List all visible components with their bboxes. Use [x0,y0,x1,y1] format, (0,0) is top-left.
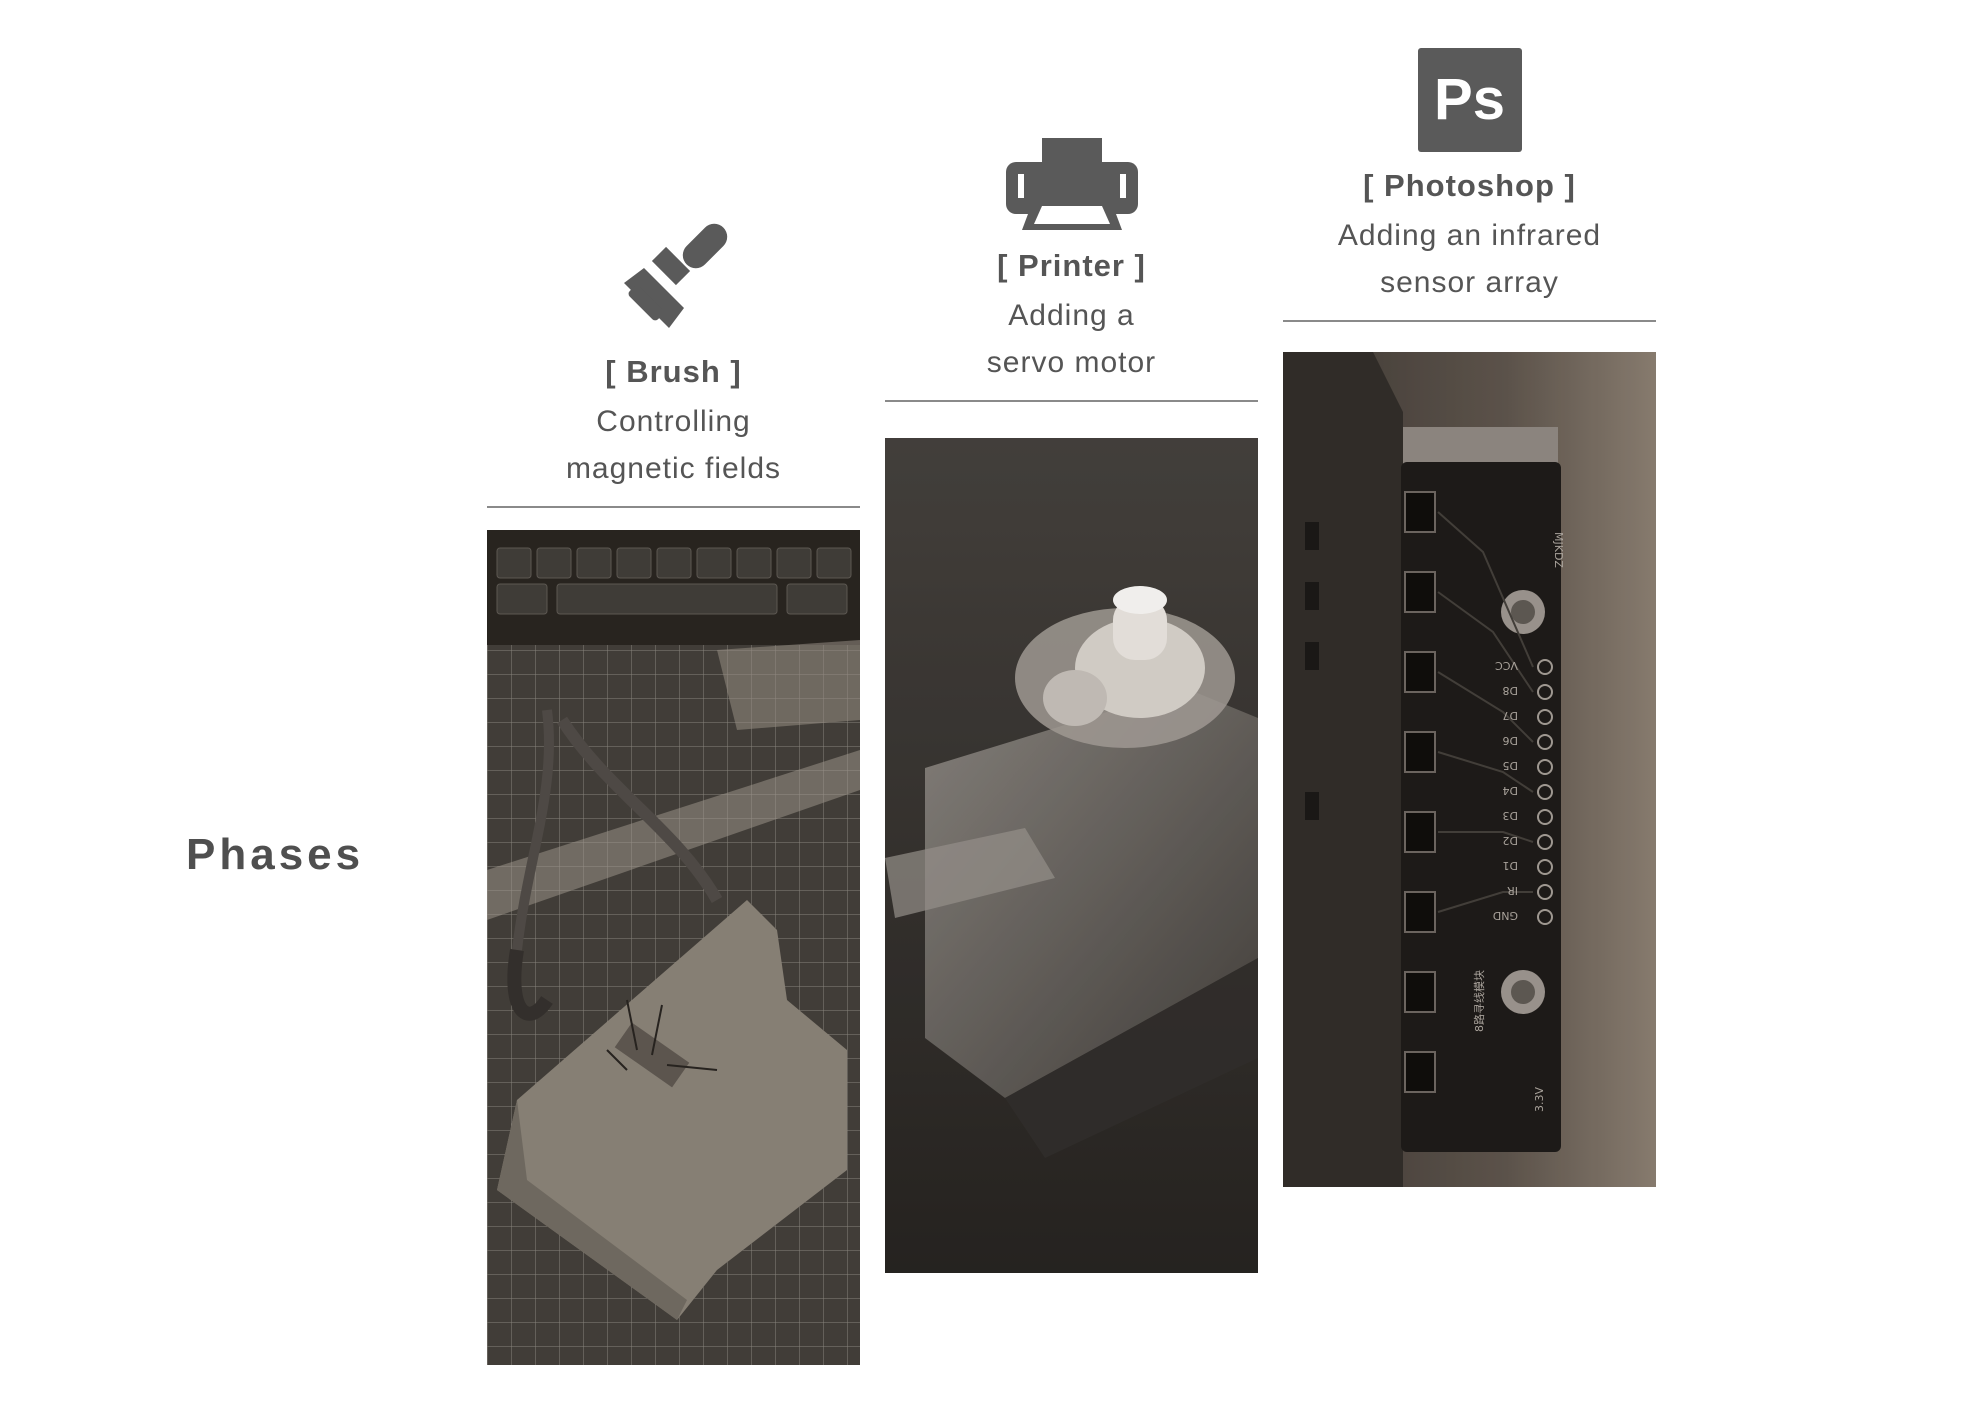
board-pin-label: GND [1493,909,1518,922]
phase-name: [ Printer ] [997,248,1146,283]
board-pin-label: D3 [1503,809,1518,822]
photo-servo [885,438,1258,1273]
board-pin-label: D6 [1503,734,1518,747]
phase-name: [ Photoshop ] [1363,168,1576,203]
phase-description: Adding a servo motor [986,299,1157,379]
board-pin-label: D7 [1503,709,1518,722]
phase-brush: [ Brush ] Controlling magnetic fields [487,218,860,508]
photo-sensor-board: MJKDZ VCC D8 D7 D6 D5 D4 D3 D2 D1 IR GND… [1283,352,1656,1187]
divider [1283,320,1656,322]
phase-name: [ Brush ] [605,354,742,389]
phase-description: Adding an infrared sensor array [1337,219,1602,299]
board-chinese-label: 8路寻线模块 [1472,970,1486,1032]
board-model-label: MJKDZ [1552,532,1565,568]
board-voltage-label: 3.3V [1533,1087,1546,1112]
divider [885,400,1258,402]
section-title: Phases [186,830,365,879]
board-pin-label: IR [1507,884,1518,897]
photoshop-icon: Ps [1417,48,1522,152]
phase-photoshop: Ps [ Photoshop ] Adding an infrared sens… [1283,48,1656,322]
board-pin-label: D2 [1503,834,1518,847]
printer-icon [1005,138,1138,230]
phase-printer: [ Printer ] Adding a servo motor [885,136,1258,402]
photo-workbench [487,530,860,1365]
divider [487,506,860,508]
board-pin-label: D4 [1503,784,1518,797]
board-pin-label: VCC [1495,659,1518,672]
board-pin-label: D8 [1503,684,1518,697]
paintbrush-icon [623,223,727,328]
phase-description: Controlling magnetic fields [565,405,782,485]
board-pin-label: D5 [1503,759,1518,772]
board-pin-label: D1 [1503,859,1518,872]
